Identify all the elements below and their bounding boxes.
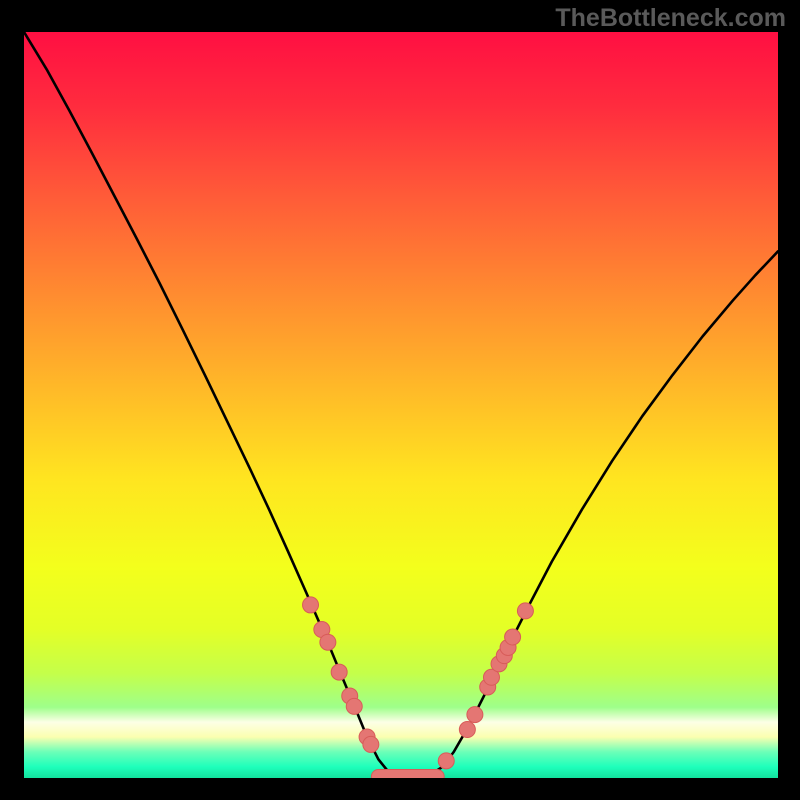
- data-marker: [303, 597, 319, 613]
- data-marker: [438, 753, 454, 769]
- watermark-label: TheBottleneck.com: [555, 4, 786, 33]
- data-marker: [505, 629, 521, 645]
- data-marker: [363, 736, 379, 752]
- chart-frame: TheBottleneck.com: [0, 0, 800, 800]
- data-marker: [459, 722, 475, 738]
- data-marker: [320, 634, 336, 650]
- curve-bottom-segment: [371, 770, 444, 778]
- gradient-background: [24, 32, 778, 778]
- data-marker: [467, 707, 483, 723]
- data-marker: [346, 698, 362, 714]
- data-marker: [517, 603, 533, 619]
- data-marker: [331, 664, 347, 680]
- plot-svg: [24, 32, 778, 778]
